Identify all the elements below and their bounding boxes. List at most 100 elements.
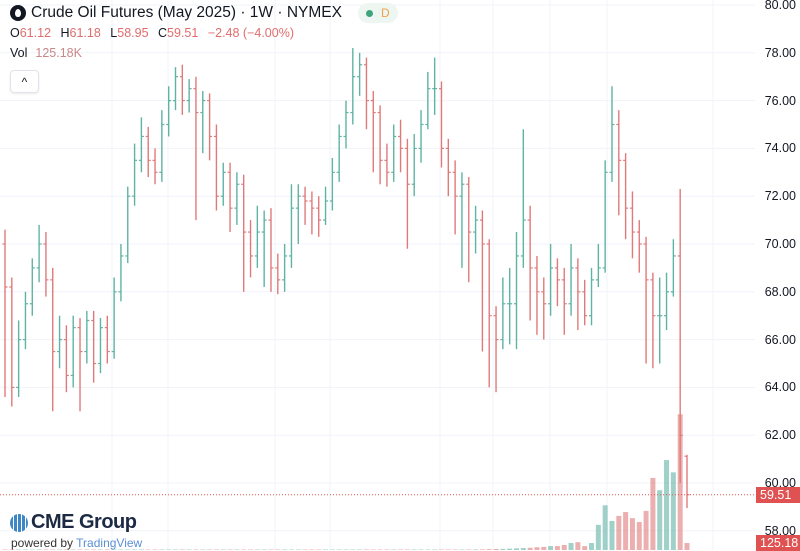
- chevron-up-icon: ^: [21, 74, 28, 89]
- close-label: C: [158, 26, 168, 40]
- open-value: 61.12: [19, 26, 52, 40]
- ohlc-bars: [2, 48, 690, 509]
- open-label: O: [10, 26, 20, 40]
- delayed-data-badge: D: [380, 6, 390, 20]
- ohlc-bar: [77, 318, 83, 412]
- ohlc-bar: [357, 52, 363, 96]
- ohlc-bar: [561, 267, 567, 335]
- ohlc-bar: [363, 57, 369, 130]
- volume-bar: [493, 548, 499, 550]
- ohlc-bar: [677, 189, 683, 483]
- powered-by-tradingview[interactable]: powered by TradingView: [11, 536, 142, 550]
- high-label: H: [60, 26, 70, 40]
- volume-bar: [500, 548, 506, 550]
- ohlc-bar: [70, 315, 76, 388]
- powered-by-text: powered by: [11, 536, 74, 550]
- last-price-tag: 59.51: [756, 486, 800, 503]
- chart-legend: Crude Oil Futures (May 2025) · 1W · NYME…: [10, 2, 398, 64]
- ohlc-bar: [541, 277, 547, 340]
- collapse-legend-button[interactable]: ^: [10, 70, 39, 93]
- market-status-badge[interactable]: D: [357, 3, 398, 23]
- ohlc-bar: [57, 315, 63, 369]
- price-axis-tick: 76.00: [764, 93, 796, 108]
- ohlc-bar: [138, 117, 144, 173]
- cme-group-logo[interactable]: CME Group: [10, 511, 137, 534]
- ohlc-bar: [268, 208, 274, 292]
- ohlc-bar: [507, 267, 513, 345]
- volume-bar: [629, 518, 635, 550]
- ohlc-bar: [623, 153, 629, 240]
- volume-bar: [616, 515, 622, 550]
- ohlc-bar: [636, 220, 642, 273]
- volume-bar: [670, 472, 676, 550]
- volume-bar: [664, 460, 670, 550]
- price-axis-tick: 62.00: [764, 428, 796, 443]
- ohlc-bar: [404, 138, 410, 249]
- ohlc-bar: [159, 110, 165, 182]
- volume-bar: [575, 542, 581, 550]
- ohlc-bar: [173, 67, 178, 111]
- volume-bar: [541, 546, 547, 550]
- ohlc-bar: [438, 81, 444, 168]
- volume-bar: [657, 490, 663, 550]
- volume-bar: [643, 510, 649, 550]
- ohlc-bar: [288, 184, 294, 268]
- oil-drop-logo-icon: [10, 5, 26, 21]
- ohlc-bar: [670, 239, 676, 297]
- ohlc-bar: [2, 229, 8, 397]
- ohlc-bar: [384, 143, 390, 187]
- ohlc-bar: [302, 186, 308, 225]
- ohlc-bar: [145, 126, 151, 178]
- price-axis-tick: 64.00: [764, 380, 796, 395]
- ohlc-bar: [111, 277, 117, 359]
- volume-bar: [534, 547, 540, 550]
- change-value: −2.48 (−4.00%): [207, 26, 294, 40]
- ohlc-bar: [9, 277, 15, 407]
- ohlc-bar: [418, 110, 424, 163]
- ohlc-bar: [329, 157, 335, 211]
- ohlc-bar: [343, 100, 349, 149]
- ohlc-bar: [336, 124, 342, 182]
- volume-bar: [650, 477, 656, 550]
- ohlc-bar: [152, 148, 158, 185]
- ohlc-bar: [207, 93, 213, 161]
- ohlc-bar: [534, 255, 540, 335]
- ohlc-bar: [282, 244, 288, 292]
- ohlc-bar: [248, 220, 254, 278]
- symbol-title-row[interactable]: Crude Oil Futures (May 2025) · 1W · NYME…: [10, 2, 398, 24]
- ohlc-bar: [643, 236, 649, 364]
- volume-bar: [636, 522, 642, 550]
- ohlc-bar: [295, 184, 301, 244]
- price-axis-tick: 66.00: [764, 332, 796, 347]
- volume-bar: [602, 505, 608, 550]
- ohlc-bar: [595, 244, 601, 288]
- ohlc-bar: [97, 318, 103, 374]
- tradingview-link[interactable]: TradingView: [76, 536, 143, 550]
- ohlc-bar: [275, 253, 281, 295]
- ohlc-bar: [411, 134, 417, 197]
- ohlc-bar: [684, 454, 690, 509]
- ohlc-bar: [479, 210, 485, 352]
- low-label: L: [110, 26, 118, 40]
- volume-value: 125.18K: [35, 46, 82, 60]
- ohlc-bar: [104, 315, 110, 364]
- symbol-title: Crude Oil Futures (May 2025) · 1W · NYME…: [31, 4, 342, 21]
- low-value: 58.95: [117, 26, 149, 40]
- ohlc-bar: [91, 310, 97, 383]
- ohlc-bar: [309, 191, 315, 235]
- ohlc-bar: [132, 143, 138, 206]
- ohlc-bar: [609, 86, 615, 182]
- ohlc-bar: [370, 91, 376, 173]
- ohlc-bar: [84, 310, 90, 364]
- ohlc-bar: [602, 160, 608, 273]
- volume-bar: [520, 548, 526, 550]
- ohlc-bar: [36, 224, 42, 283]
- price-axis-tick: 68.00: [764, 284, 796, 299]
- volume-bar: [507, 548, 513, 550]
- price-axis-tick: 58.00: [764, 523, 796, 538]
- ohlc-bar: [50, 267, 56, 412]
- ohlc-bar: [350, 48, 356, 125]
- ohlc-bar: [316, 196, 322, 237]
- ohlc-bar: [16, 320, 22, 397]
